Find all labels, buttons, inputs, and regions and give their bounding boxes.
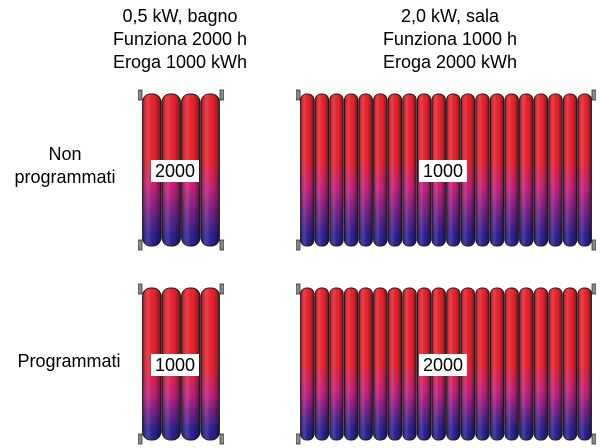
radiator-fin-shading	[329, 288, 344, 440]
radiator-fin-shading	[359, 94, 373, 246]
column-energy: Eroga 2000 kWh	[382, 52, 518, 72]
radiator-valve	[591, 89, 596, 101]
radiator-fin-shading	[505, 288, 519, 440]
radiator-valve	[296, 89, 301, 101]
column-hours: Funziona 1000 h	[382, 29, 518, 49]
hours-value-small: 1000	[151, 354, 200, 376]
radiator-fin-shading	[490, 94, 504, 246]
radiator-fin-shading	[359, 288, 373, 440]
radiator-valve	[219, 433, 224, 445]
radiator-small-programmed	[138, 283, 224, 445]
radiator-fin-shading	[402, 288, 417, 440]
radiator-fin-shading	[475, 288, 490, 440]
hours-value-large: 1000	[419, 160, 468, 182]
radiator-valve	[591, 239, 596, 251]
radiator-fin-shading	[300, 94, 314, 246]
radiator-fin-shading	[461, 94, 475, 246]
radiator-valve	[219, 283, 224, 295]
radiator-fin-shading	[534, 94, 548, 246]
row-label-line: Programmati	[17, 351, 121, 371]
radiator-fin-shading	[388, 94, 402, 246]
radiator-fin-shading	[373, 94, 387, 246]
radiator-fin-shading	[300, 288, 314, 440]
row-label-programmed: Programmati	[4, 350, 134, 373]
radiator-valve	[138, 433, 143, 445]
radiator-valve	[591, 283, 596, 295]
radiator-fin-shading	[490, 288, 504, 440]
radiator-fin-shading	[329, 94, 344, 246]
radiator-valve	[296, 239, 301, 251]
radiator-valve	[219, 239, 224, 251]
radiator-fin-shading	[388, 288, 402, 440]
radiator-fin-shading	[548, 288, 563, 440]
radiator-fin-shading	[534, 288, 548, 440]
column-header-bathroom: 0,5 kW, bagno Funziona 2000 h Eroga 1000…	[80, 5, 280, 74]
radiator-valve	[219, 89, 224, 101]
radiator-fin-shading	[563, 288, 577, 440]
radiator-fin-shading	[563, 94, 577, 246]
hours-value-small: 2000	[151, 160, 200, 182]
radiator-fin-shading	[315, 94, 329, 246]
radiator-fin-shading	[201, 94, 220, 246]
column-header-living-room: 2,0 kW, sala Funziona 1000 h Eroga 2000 …	[300, 5, 600, 74]
radiator-fin-shading	[373, 288, 387, 440]
radiator-fin-shading	[548, 94, 563, 246]
column-power: 0,5 kW, bagno	[122, 6, 238, 26]
column-energy: Eroga 1000 kWh	[112, 52, 248, 72]
radiator-fin-shading	[344, 288, 358, 440]
radiator-fin-shading	[402, 94, 417, 246]
radiator-large-programmed	[296, 283, 596, 445]
radiator-valve	[296, 283, 301, 295]
row-label-not-programmed: Non programmati	[0, 143, 130, 189]
hours-value-large: 2000	[419, 354, 468, 376]
radiator-fin-shading	[578, 288, 592, 440]
radiator-fin-shading	[519, 288, 533, 440]
radiator-fin-shading	[201, 288, 220, 440]
radiator-valve	[591, 433, 596, 445]
row-label-line: programmati	[14, 167, 116, 187]
radiator-fin-shading	[578, 94, 592, 246]
row-label-line: Non	[48, 144, 82, 164]
radiator-valve	[138, 239, 143, 251]
radiator-valve	[138, 283, 143, 295]
radiator-valve	[296, 433, 301, 445]
radiator-fin-shading	[475, 94, 490, 246]
radiator-fin-shading	[315, 288, 329, 440]
column-power: 2,0 kW, sala	[400, 6, 500, 26]
radiator-fin-shading	[344, 94, 358, 246]
column-hours: Funziona 2000 h	[112, 29, 248, 49]
radiator-fin-shading	[461, 288, 475, 440]
radiator-fin-shading	[505, 94, 519, 246]
radiator-valve	[138, 89, 143, 101]
radiator-fin-shading	[519, 94, 533, 246]
